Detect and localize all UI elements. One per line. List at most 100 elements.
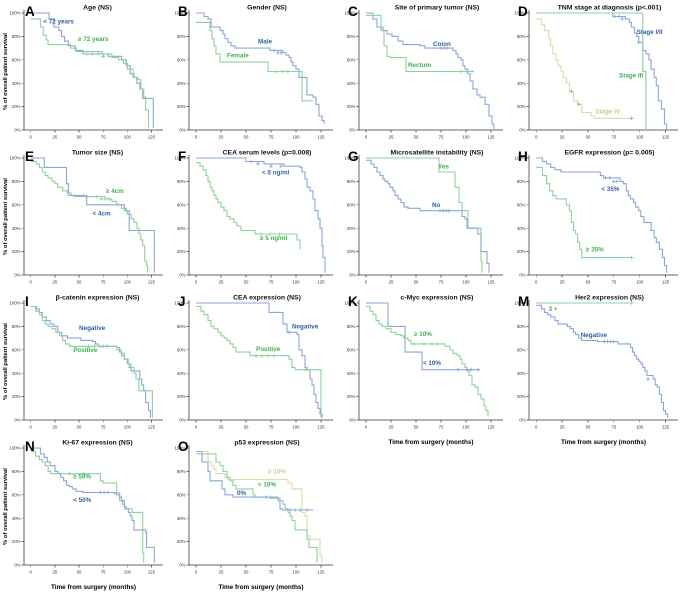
panel-title: Tumor size (NS) <box>72 150 123 157</box>
panel-C-chart: 100% 80% 60% 40% 20% 0% 0 25 50 75 100 125 Colon Rect… <box>345 4 503 140</box>
x-tick-label: 50 <box>414 425 419 430</box>
series-label: ≥ 4cm <box>106 188 124 195</box>
x-tick-label: 75 <box>101 425 106 430</box>
x-tick-label: 25 <box>219 135 224 140</box>
x-tick-label: 25 <box>219 425 224 430</box>
x-tick-label: 0 <box>365 425 368 430</box>
y-tick-label: 60% <box>517 57 526 62</box>
y-tick-label: 60% <box>517 202 526 207</box>
y-tick-label: 100% <box>175 156 186 161</box>
panel-letter: I <box>25 294 29 309</box>
y-tick-label: 60% <box>12 492 21 497</box>
series-label: < 4cm <box>93 210 111 217</box>
x-tick-label: 0 <box>195 280 198 285</box>
x-tick-label: 75 <box>611 280 616 285</box>
series-label: < 72 years <box>43 19 74 26</box>
km-curve-0- <box>196 450 313 511</box>
panel-I: 100% 80% 60% 40% 20% 0% 0 25 50 75 100 125 Negative P… <box>0 290 170 435</box>
x-tick-label: 100 <box>636 280 644 285</box>
x-tick-label: 100 <box>636 135 644 140</box>
x-tick-label: 125 <box>662 280 670 285</box>
km-curve-stage-i-ii <box>536 12 668 130</box>
y-tick-label: 20% <box>517 104 526 109</box>
x-tick-label: 50 <box>77 570 82 575</box>
panel-N-chart: 100% 80% 60% 40% 20% 0% 0 25 50 75 100 125 ≥ 50% < 50… <box>3 439 163 591</box>
y-tick-label: 80% <box>517 179 526 184</box>
x-tick-label: 75 <box>439 135 444 140</box>
y-tick-label: 20% <box>12 394 21 399</box>
y-tick-label: 100% <box>515 11 526 16</box>
km-curve--5-ng-ml <box>196 162 301 250</box>
x-tick-label: 50 <box>414 280 419 285</box>
y-tick-label: 20% <box>347 104 356 109</box>
y-tick-label: 100% <box>10 301 21 306</box>
x-tick-label: 0 <box>535 425 538 430</box>
panel-D: 100% 80% 60% 40% 20% 0% 0 25 50 75 100 125 Stage I/I… <box>510 0 685 145</box>
x-tick-label: 25 <box>389 135 394 140</box>
y-tick-label: 20% <box>517 394 526 399</box>
km-curve-yes <box>366 157 483 273</box>
y-tick-label: 100% <box>515 301 526 306</box>
km-curve-positive <box>30 305 153 418</box>
y-tick-label: 40% <box>177 226 186 231</box>
y-tick-label: 0% <box>179 563 185 568</box>
panel-letter: N <box>25 439 35 454</box>
panel-N: 100% 80% 60% 40% 20% 0% 0 25 50 75 100 125 ≥ 50% < 50… <box>0 435 170 599</box>
y-tick-label: 100% <box>515 156 526 161</box>
x-tick-label: 0 <box>30 570 33 575</box>
km-curve-rectum <box>366 14 474 73</box>
x-tick-label: 25 <box>560 425 565 430</box>
km-curve-positive <box>196 305 322 418</box>
y-tick-label: 0% <box>14 273 20 278</box>
panel-letter: K <box>348 294 358 309</box>
y-tick-label: 80% <box>12 179 21 184</box>
x-axis-label: Time from surgery (months) <box>388 439 473 446</box>
panel-title: EGFR expression (p= 0.005) <box>564 150 654 157</box>
y-tick-label: 100% <box>175 446 186 451</box>
x-tick-label: 25 <box>219 570 224 575</box>
y-tick-label: 80% <box>517 324 526 329</box>
y-tick-label: 60% <box>12 347 21 352</box>
x-tick-label: 50 <box>77 425 82 430</box>
y-tick-label: 60% <box>177 492 186 497</box>
x-tick-label: 0 <box>195 135 198 140</box>
series-label: < 10% <box>423 360 441 367</box>
y-tick-label: 20% <box>12 539 21 544</box>
y-tick-label: 0% <box>349 418 355 423</box>
panel-letter: G <box>348 149 359 164</box>
panel-B: 100% 80% 60% 40% 20% 0% 0 25 50 75 100 125 Male Femal… <box>170 0 340 145</box>
y-tick-label: 60% <box>12 57 21 62</box>
x-tick-label: 50 <box>414 135 419 140</box>
y-tick-label: 80% <box>347 324 356 329</box>
y-tick-label: 100% <box>345 11 356 16</box>
y-tick-label: 80% <box>177 179 186 184</box>
x-tick-label: 75 <box>269 570 274 575</box>
x-tick-label: 25 <box>52 425 57 430</box>
y-tick-label: 0% <box>519 128 525 133</box>
series-label: < 10% <box>258 482 276 489</box>
y-tick-label: 20% <box>347 394 356 399</box>
y-tick-label: 100% <box>345 156 356 161</box>
panel-title: p53 expression (NS) <box>234 440 299 447</box>
km-curve--35- <box>536 157 668 273</box>
x-tick-label: 100 <box>292 425 300 430</box>
panel-letter: H <box>518 149 528 164</box>
panel-title: Age (NS) <box>83 5 112 12</box>
y-tick-label: 80% <box>177 34 186 39</box>
panel-letter: D <box>518 4 528 19</box>
y-tick-label: 40% <box>347 81 356 86</box>
x-tick-label: 0 <box>365 135 368 140</box>
panel-title: Site of primary tumor (NS) <box>395 5 480 12</box>
x-tick-label: 100 <box>124 280 132 285</box>
x-tick-label: 0 <box>195 570 198 575</box>
y-tick-label: 80% <box>177 469 186 474</box>
panel-letter: C <box>348 4 358 19</box>
km-curve--4cm <box>30 157 155 273</box>
y-tick-label: 0% <box>349 273 355 278</box>
series-label: ≥ 10% <box>414 331 432 338</box>
x-tick-label: 75 <box>101 135 106 140</box>
series-label: Stage IV <box>595 109 621 116</box>
km-curve-negative <box>536 304 669 418</box>
y-tick-label: 60% <box>347 57 356 62</box>
x-tick-label: 25 <box>52 570 57 575</box>
